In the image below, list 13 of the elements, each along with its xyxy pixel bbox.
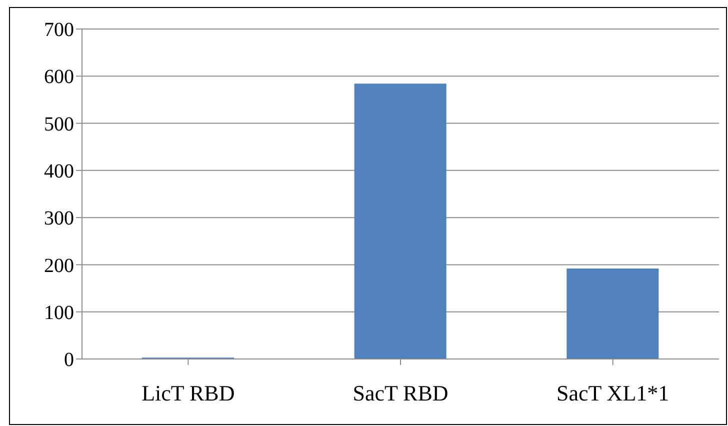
- y-tick-label: 100: [44, 302, 74, 324]
- y-tick-label: 400: [44, 160, 74, 183]
- y-tick-label: 200: [44, 254, 74, 277]
- y-tick-label: 0: [64, 349, 74, 372]
- y-tick-label: 500: [44, 113, 74, 136]
- x-tick-label: SacT XL1*1: [556, 380, 670, 406]
- y-tick-label: 700: [44, 19, 74, 42]
- bar: [566, 268, 659, 359]
- y-tick-label: 300: [44, 208, 74, 230]
- x-tick-label: SacT RBD: [352, 380, 448, 406]
- y-tick-label: 600: [44, 66, 74, 88]
- bar: [354, 84, 446, 359]
- x-tick-label: LicT RBD: [142, 380, 235, 406]
